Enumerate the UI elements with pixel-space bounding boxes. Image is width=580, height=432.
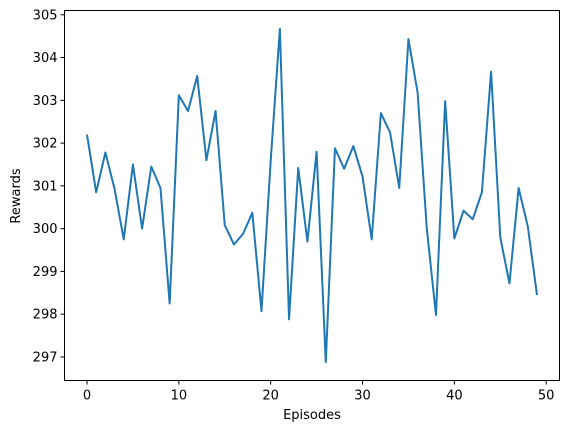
x-tick-label: 10 [171, 389, 188, 404]
y-tick-label: 298 [33, 308, 58, 323]
x-tick-label: 50 [538, 389, 555, 404]
y-axis-label: Rewards [9, 168, 24, 223]
y-tick-label: 303 [33, 94, 58, 109]
x-tick-label: 20 [262, 389, 279, 404]
y-tick-label: 299 [33, 265, 58, 280]
y-tick-label: 301 [33, 179, 58, 194]
y-tick-label: 302 [33, 137, 58, 152]
x-tick-label: 40 [446, 389, 463, 404]
y-axis-ticks: 297 298 299 300 301 302 303 304 305 [33, 8, 65, 365]
x-axis-ticks: 0 10 20 30 40 50 [83, 380, 555, 404]
y-tick-label: 305 [33, 8, 58, 23]
y-tick-label: 304 [33, 51, 58, 66]
x-tick-label: 0 [83, 389, 91, 404]
x-tick-label: 30 [354, 389, 371, 404]
plot-frame [64, 10, 560, 381]
x-axis-label: Episodes [283, 408, 341, 423]
series-line-1 [86, 27, 538, 364]
y-tick-label: 300 [33, 222, 58, 237]
series-layer [86, 27, 538, 364]
y-tick-label: 297 [33, 350, 58, 365]
